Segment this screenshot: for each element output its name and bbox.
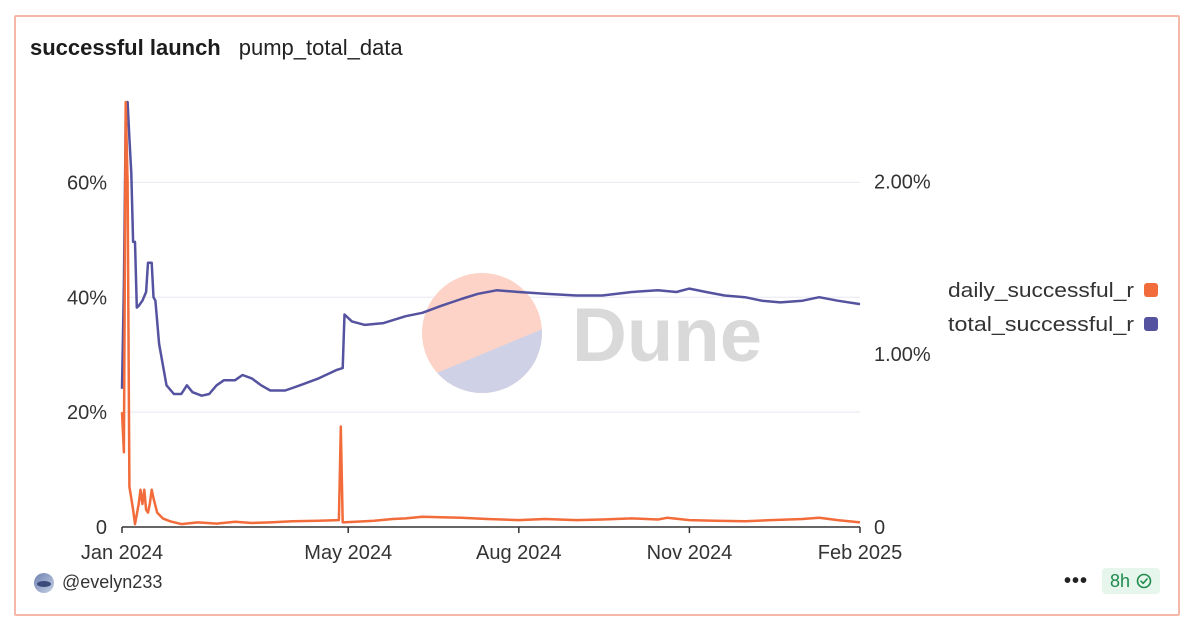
y-right-tick-label: 2.00% bbox=[874, 171, 931, 193]
y-left-tick-label: 0 bbox=[96, 517, 107, 539]
x-tick-label: May 2024 bbox=[304, 542, 392, 564]
refresh-age: 8h bbox=[1109, 570, 1130, 591]
more-options-button[interactable]: ••• bbox=[1063, 570, 1088, 592]
chart-card: successful launch pump_total_data @evely… bbox=[14, 15, 1180, 616]
left-axis: 0 20% 40% 60% bbox=[67, 172, 107, 539]
y-right-tick-label: 0 bbox=[874, 517, 885, 539]
legend-label: daily_successful_r bbox=[948, 280, 1134, 302]
chart-title: successful launch bbox=[30, 35, 221, 60]
title-row: successful launch pump_total_data bbox=[30, 35, 403, 61]
legend-swatch bbox=[1144, 317, 1158, 331]
series-line-daily-successful-r bbox=[120, 100, 861, 526]
x-tick-label: Jan 2024 bbox=[81, 542, 163, 564]
dune-watermark: Dune bbox=[422, 273, 762, 393]
legend: daily_successful_r total_successful_r bbox=[948, 280, 1158, 336]
chart-footer: @evelyn233 ••• 8h bbox=[34, 568, 1160, 600]
watermark-text: Dune bbox=[572, 293, 762, 378]
y-left-tick-label: 40% bbox=[67, 287, 107, 309]
y-left-tick-label: 60% bbox=[67, 172, 107, 194]
refresh-status-badge[interactable]: 8h bbox=[1101, 568, 1160, 594]
x-tick-label: Feb 2025 bbox=[818, 542, 903, 564]
y-right-tick-label: 1.00% bbox=[874, 344, 931, 366]
legend-label: total_successful_r bbox=[948, 314, 1134, 336]
series-lines bbox=[120, 100, 861, 526]
legend-swatch bbox=[1144, 283, 1158, 297]
x-axis: Jan 2024 May 2024 Aug 2024 Nov 2024 Feb 2025 bbox=[81, 526, 903, 564]
check-circle-icon bbox=[1136, 573, 1152, 589]
series-line-total-successful-r bbox=[120, 100, 861, 397]
right-axis: 0 1.00% 2.00% bbox=[874, 171, 931, 539]
avatar bbox=[34, 572, 54, 593]
y-left-tick-label: 20% bbox=[67, 402, 107, 424]
author-name: @evelyn233 bbox=[62, 572, 163, 592]
author-link[interactable]: @evelyn233 bbox=[34, 572, 162, 593]
x-tick-label: Aug 2024 bbox=[476, 542, 562, 564]
x-tick-label: Nov 2024 bbox=[647, 542, 733, 564]
query-name[interactable]: pump_total_data bbox=[238, 35, 403, 60]
